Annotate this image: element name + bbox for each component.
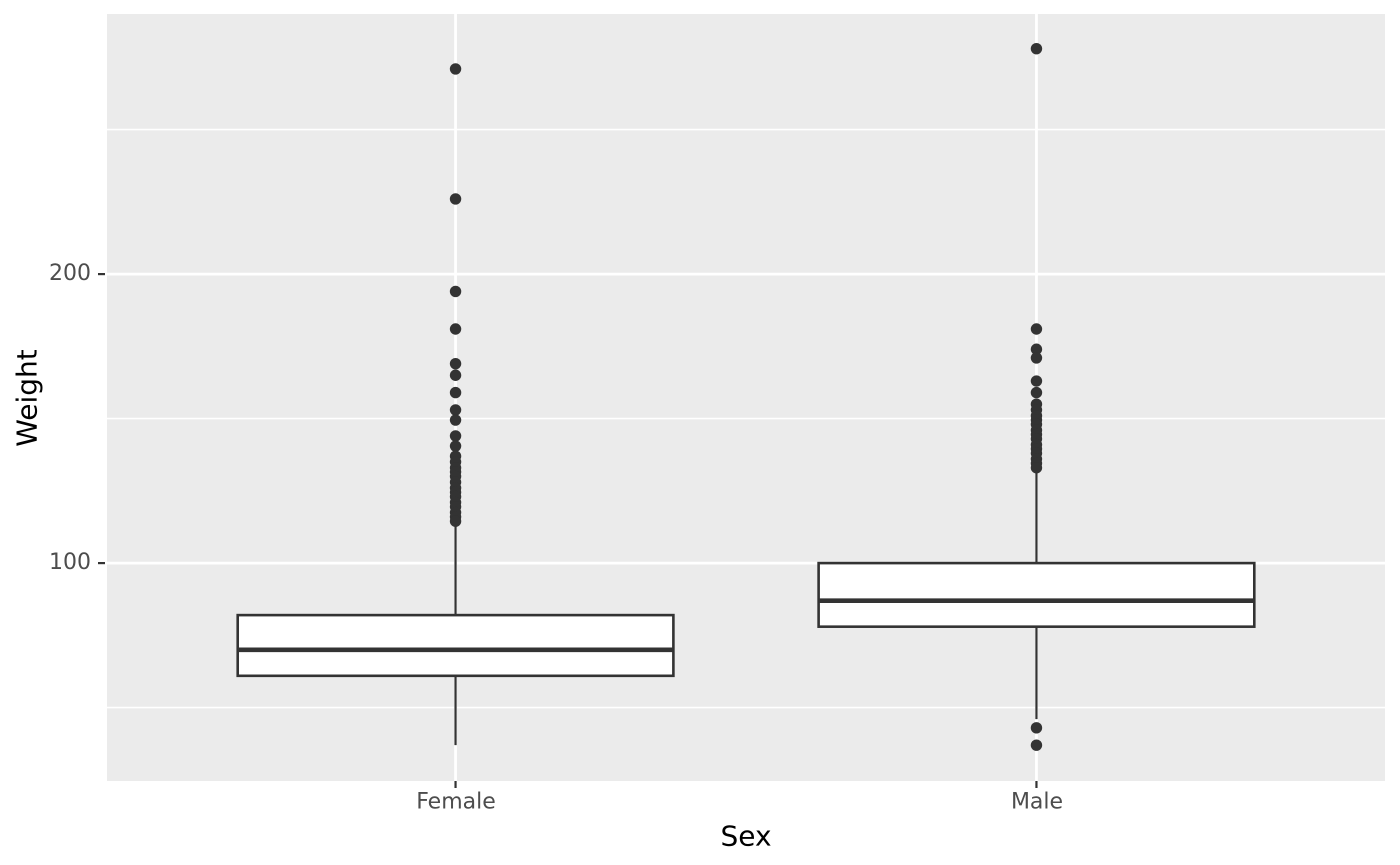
outlier-point-female — [449, 369, 462, 381]
outlier-point-female — [449, 323, 462, 335]
outlier-point-female — [449, 440, 462, 452]
box-female — [236, 613, 675, 678]
outlier-point-female — [449, 430, 462, 442]
y-tick-label-200: 200 — [49, 260, 91, 286]
outlier-point-male — [1030, 42, 1043, 55]
y-axis-title: Weight — [10, 349, 44, 447]
outlier-point-male — [1030, 352, 1043, 364]
y-tick-label-100: 100 — [49, 549, 91, 575]
x-axis-title: Sex — [720, 819, 772, 853]
outlier-point-female — [449, 193, 462, 205]
outlier-point-female — [449, 386, 462, 399]
outlier-point-male — [1030, 386, 1043, 399]
x-tick-label-female: Female — [416, 789, 496, 815]
outlier-point-male — [1030, 323, 1043, 335]
outlier-point-female — [449, 357, 462, 370]
outlier-point-female — [449, 63, 462, 75]
outlier-point-male — [1030, 343, 1043, 355]
outlier-point-female — [449, 414, 462, 426]
outlier-point-male — [1030, 739, 1043, 751]
outlier-point-female — [449, 515, 462, 527]
outlier-point-male — [1030, 722, 1043, 734]
outlier-point-male — [1030, 375, 1043, 387]
box-male — [817, 561, 1256, 628]
outlier-point-male — [1030, 462, 1043, 474]
outlier-point-female — [449, 285, 462, 298]
x-tick-label-male: Male — [1010, 789, 1064, 815]
outlier-point-female — [449, 404, 462, 416]
